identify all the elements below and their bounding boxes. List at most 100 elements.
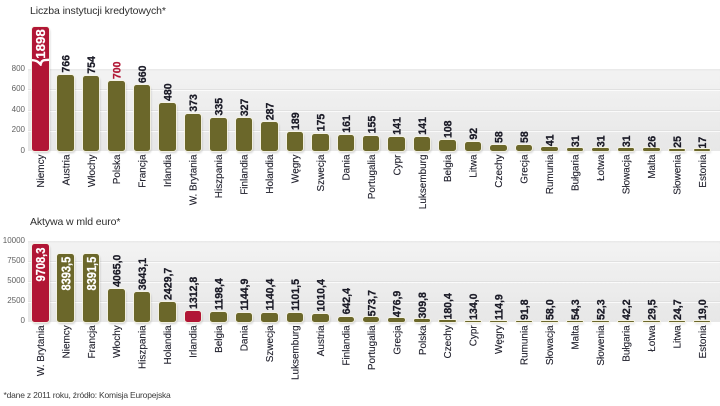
svg-text:Czechy: Czechy [443,324,454,358]
svg-text:Hiszpania: Hiszpania [138,325,149,369]
svg-text:Irlandia: Irlandia [189,325,200,358]
svg-text:114,9: 114,9 [494,294,506,320]
svg-text:Holandia: Holandia [163,325,174,364]
svg-text:31: 31 [621,135,633,147]
svg-text:31: 31 [595,135,607,147]
svg-text:58: 58 [494,131,506,143]
svg-text:189: 189 [290,112,302,130]
svg-text:1898: 1898 [33,29,48,59]
svg-text:Włochy: Włochy [112,324,123,357]
svg-text:Szwecja: Szwecja [316,154,327,191]
svg-text:108: 108 [443,120,455,138]
svg-text:Litwa: Litwa [469,154,480,177]
svg-text:4065,0: 4065,0 [112,255,124,287]
svg-text:155: 155 [366,116,378,134]
svg-text:141: 141 [417,117,429,135]
svg-text:Dania: Dania [341,154,352,180]
svg-text:161: 161 [341,115,353,133]
svg-text:1010,4: 1010,4 [315,278,327,311]
svg-text:476,9: 476,9 [392,291,404,317]
svg-text:Czechy: Czechy [494,154,505,188]
svg-text:Szwecja: Szwecja [265,325,276,362]
svg-text:41: 41 [544,134,556,146]
svg-text:180,4: 180,4 [443,292,455,319]
svg-text:Włochy: Włochy [87,154,98,187]
svg-text:24,7: 24,7 [672,299,684,320]
svg-text:1312,8: 1312,8 [188,277,200,309]
svg-text:17: 17 [697,137,709,149]
svg-text:8391,5: 8391,5 [84,257,99,291]
svg-text:92: 92 [468,128,480,140]
svg-text:Łotwa: Łotwa [596,154,607,181]
svg-text:Bułgaria: Bułgaria [621,325,632,362]
svg-text:Słowenia: Słowenia [672,154,683,195]
svg-text:Grecja: Grecja [392,325,403,355]
svg-text:Malta: Malta [647,154,658,179]
svg-text:327: 327 [239,99,251,117]
svg-text:Węgry: Węgry [494,324,505,354]
svg-text:Hiszpania: Hiszpania [214,154,225,198]
svg-text:Słowacja: Słowacja [545,325,556,365]
svg-text:1140,4: 1140,4 [264,278,276,311]
svg-text:660: 660 [137,66,149,84]
svg-text:Łotwa: Łotwa [647,325,658,352]
svg-text:Irlandia: Irlandia [163,154,174,187]
svg-text:373: 373 [188,94,200,112]
svg-text:Finlandia: Finlandia [240,154,251,195]
svg-text:29,5: 29,5 [646,299,658,320]
svg-text:Estonia: Estonia [698,325,709,358]
svg-text:Finlandia: Finlandia [341,325,352,366]
svg-text:W. Brytania: W. Brytania [36,325,47,376]
svg-text:19,0: 19,0 [697,299,709,320]
svg-text:287: 287 [264,103,276,121]
svg-text:700: 700 [112,62,124,80]
svg-text:31: 31 [570,135,582,147]
svg-text:8393,5: 8393,5 [58,257,73,291]
svg-text:642,4: 642,4 [341,287,353,314]
svg-text:52,3: 52,3 [595,299,607,320]
svg-text:134,0: 134,0 [468,294,480,320]
svg-text:25: 25 [672,136,684,148]
svg-text:Dania: Dania [240,325,251,351]
svg-text:Polska: Polska [418,325,429,355]
svg-text:Portugalia: Portugalia [367,325,378,370]
svg-text:175: 175 [315,114,327,132]
svg-text:1144,9: 1144,9 [239,279,251,311]
svg-text:Grecja: Grecja [520,154,531,184]
svg-text:42,2: 42,2 [621,299,633,320]
svg-text:26: 26 [646,136,658,148]
svg-text:Bułgaria: Bułgaria [571,154,582,191]
svg-text:766: 766 [61,55,73,73]
svg-text:Luksemburg: Luksemburg [418,154,429,209]
svg-text:480: 480 [163,83,175,101]
svg-text:Niemcy: Niemcy [61,324,72,358]
svg-text:W. Brytania: W. Brytania [189,154,200,205]
svg-text:Węgry: Węgry [290,154,301,184]
svg-text:309,8: 309,8 [417,292,429,318]
svg-text:Austria: Austria [61,154,72,185]
svg-text:58: 58 [519,131,531,143]
svg-text:Estonia: Estonia [698,154,709,187]
svg-text:3643,1: 3643,1 [137,258,149,290]
svg-text:Niemcy: Niemcy [36,154,47,188]
svg-text:Luksemburg: Luksemburg [290,325,301,380]
svg-text:Rumunia: Rumunia [520,325,531,365]
svg-text:9708,3: 9708,3 [33,248,48,282]
svg-text:54,3: 54,3 [570,299,582,320]
svg-text:754: 754 [86,55,98,73]
svg-text:Cypr: Cypr [392,154,403,176]
svg-text:58,0: 58,0 [544,299,556,320]
svg-text:Cypr: Cypr [469,325,480,347]
svg-text:573,7: 573,7 [366,290,378,316]
svg-text:2429,7: 2429,7 [163,268,175,300]
svg-text:Słowenia: Słowenia [596,325,607,366]
svg-text:91,8: 91,8 [519,299,531,320]
svg-text:Słowacja: Słowacja [621,154,632,194]
svg-text:Malta: Malta [571,325,582,350]
svg-text:1101,5: 1101,5 [290,279,302,311]
svg-text:Austria: Austria [316,325,327,356]
svg-text:Polska: Polska [112,154,123,184]
svg-text:Francja: Francja [138,154,149,187]
svg-text:Belgia: Belgia [214,325,225,353]
svg-text:Holandia: Holandia [265,154,276,193]
